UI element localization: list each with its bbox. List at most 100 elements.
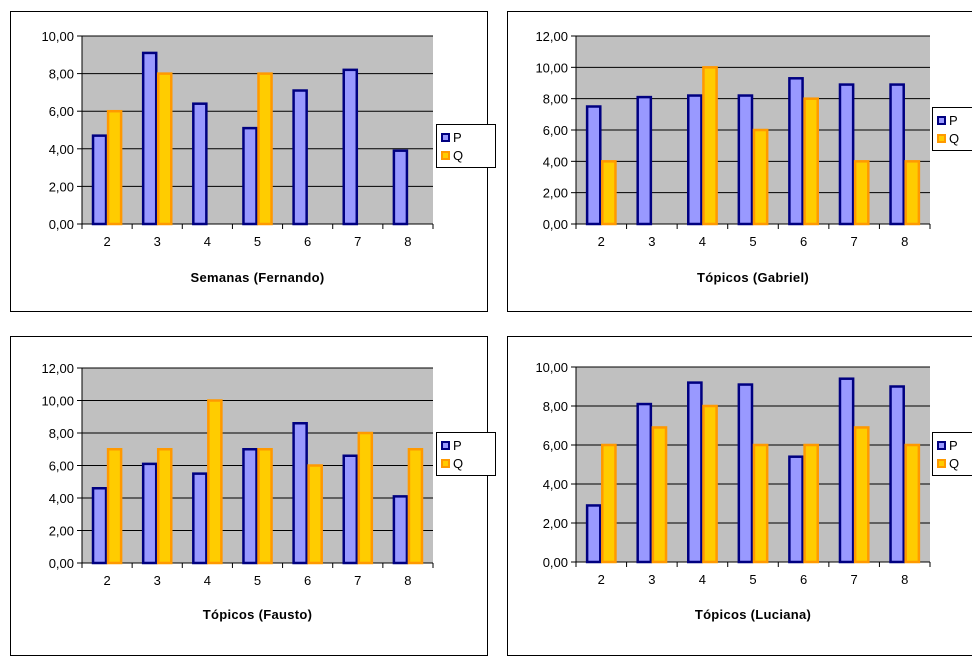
y-tick-label: 4,00 <box>49 142 74 157</box>
legend-swatch <box>441 151 450 161</box>
chart-svg-fernando: 0,00 2,00 4,00 6,00 8,00 10,00 2 3 4 5 6 7 8 Semanas … <box>41 29 434 285</box>
legend-label: Q <box>949 456 960 471</box>
y-tick-label: 0,00 <box>49 556 74 571</box>
y-tick-label: 10,00 <box>41 29 74 44</box>
y-tick-label: 10,00 <box>41 394 74 409</box>
x-tick-label: 5 <box>254 573 261 588</box>
x-tick-label: 3 <box>154 573 161 588</box>
legend-item-q: Q <box>441 148 463 164</box>
x-tick-label: 5 <box>254 234 261 249</box>
x-tick-label: 7 <box>354 234 361 249</box>
legend-item-p: P <box>441 130 462 146</box>
legend-label: P <box>949 438 958 453</box>
bar-p-7 <box>838 83 855 226</box>
bar-q-2 <box>106 109 123 226</box>
y-tick-label: 10,00 <box>535 60 568 75</box>
bar-p-6 <box>788 77 804 226</box>
x-tick-label: 2 <box>103 234 110 249</box>
y-tick-label: 6,00 <box>49 104 74 119</box>
x-tick-label: 8 <box>404 573 411 588</box>
bar-p-8 <box>889 385 905 564</box>
bar-p-3 <box>636 402 653 564</box>
bar-p-2 <box>585 105 602 226</box>
bar-q-4 <box>207 399 223 565</box>
y-tick-label: 6,00 <box>49 459 74 474</box>
y-tick-label: 8,00 <box>543 92 568 107</box>
x-axis-title: Semanas (Fernando) <box>191 270 325 285</box>
legend-swatch <box>937 116 946 126</box>
chart-svg-fausto: 0,00 2,00 4,00 6,00 8,00 10,00 12,00 2 3 4 5 6 7 8 Tóp… <box>41 361 434 622</box>
y-tick-label: 6,00 <box>543 123 568 138</box>
legend-item-q: Q <box>937 456 959 472</box>
chart-panel-gabriel: 0,00 2,00 4,00 6,00 8,00 10,00 12,00 2 3 4 5 6 7 8 Tóp… <box>507 11 972 312</box>
bar-q-2 <box>106 448 123 565</box>
y-tick-label: 6,00 <box>543 438 568 453</box>
x-tick-label: 7 <box>851 572 858 587</box>
x-tick-label: 6 <box>304 234 311 249</box>
x-tick-label: 8 <box>901 572 908 587</box>
legend-swatch <box>441 441 450 451</box>
x-tick-label: 8 <box>901 234 908 249</box>
bar-q-7 <box>853 160 870 226</box>
y-tick-label: 0,00 <box>543 555 568 570</box>
chart-panel-luciana: 0,00 2,00 4,00 6,00 8,00 10,00 2 3 4 5 6 7 8 Tópicos … <box>507 336 972 656</box>
bar-q-6 <box>803 97 819 226</box>
legend-label: P <box>453 438 462 453</box>
bar-p-6 <box>788 455 804 564</box>
bar-p-3 <box>141 51 158 226</box>
y-tick-label: 0,00 <box>49 217 74 232</box>
bar-p-7 <box>838 377 855 564</box>
x-axis-title: Tópicos (Luciana) <box>695 607 811 622</box>
legend-label: P <box>949 113 958 128</box>
x-tick-label: 5 <box>749 572 756 587</box>
x-tick-label: 4 <box>699 572 706 587</box>
bar-q-5 <box>752 443 769 564</box>
legend-item-p: P <box>937 438 958 454</box>
bar-p-4 <box>192 472 208 565</box>
legend-label: Q <box>453 456 464 471</box>
x-tick-label: 7 <box>354 573 361 588</box>
x-tick-label: 5 <box>749 234 756 249</box>
bar-p-3 <box>636 95 653 226</box>
x-tick-label: 2 <box>103 573 110 588</box>
bar-q-6 <box>803 443 819 564</box>
chart-panel-fausto: 0,00 2,00 4,00 6,00 8,00 10,00 12,00 2 3 4 5 6 7 8 Tóp… <box>10 336 496 656</box>
y-tick-label: 2,00 <box>49 179 74 194</box>
x-tick-label: 3 <box>648 572 655 587</box>
x-tick-label: 3 <box>648 234 655 249</box>
bar-p-8 <box>889 83 905 226</box>
bar-p-3 <box>141 462 158 565</box>
bar-q-8 <box>904 443 921 564</box>
legend-swatch <box>937 441 946 451</box>
bar-p-5 <box>242 448 258 565</box>
x-axis-title: Tópicos (Fausto) <box>203 607 313 622</box>
bar-q-2 <box>601 443 617 564</box>
y-tick-label: 2,00 <box>543 516 568 531</box>
x-tick-label: 4 <box>204 234 211 249</box>
legend-item-p: P <box>937 113 958 129</box>
bar-q-2 <box>601 160 617 226</box>
y-tick-label: 4,00 <box>543 477 568 492</box>
legend-swatch <box>441 133 450 143</box>
bar-p-4 <box>192 102 208 226</box>
bar-q-7 <box>357 431 374 565</box>
y-tick-label: 8,00 <box>49 67 74 82</box>
bar-p-4 <box>687 94 703 226</box>
x-tick-label: 2 <box>598 234 605 249</box>
x-tick-label: 2 <box>598 572 605 587</box>
bar-q-4 <box>702 404 718 564</box>
y-tick-label: 10,00 <box>535 360 568 375</box>
bar-q-4 <box>702 66 718 226</box>
legend-label: Q <box>453 148 464 163</box>
bar-p-6 <box>292 89 308 226</box>
chart-panel-fernando: 0,00 2,00 4,00 6,00 8,00 10,00 2 3 4 5 6 7 8 Semanas … <box>10 11 496 312</box>
y-tick-label: 4,00 <box>543 154 568 169</box>
bar-q-6 <box>307 464 323 565</box>
y-tick-label: 12,00 <box>535 29 568 44</box>
bar-q-5 <box>257 72 273 226</box>
bar-p-2 <box>91 487 108 565</box>
x-tick-label: 3 <box>154 234 161 249</box>
